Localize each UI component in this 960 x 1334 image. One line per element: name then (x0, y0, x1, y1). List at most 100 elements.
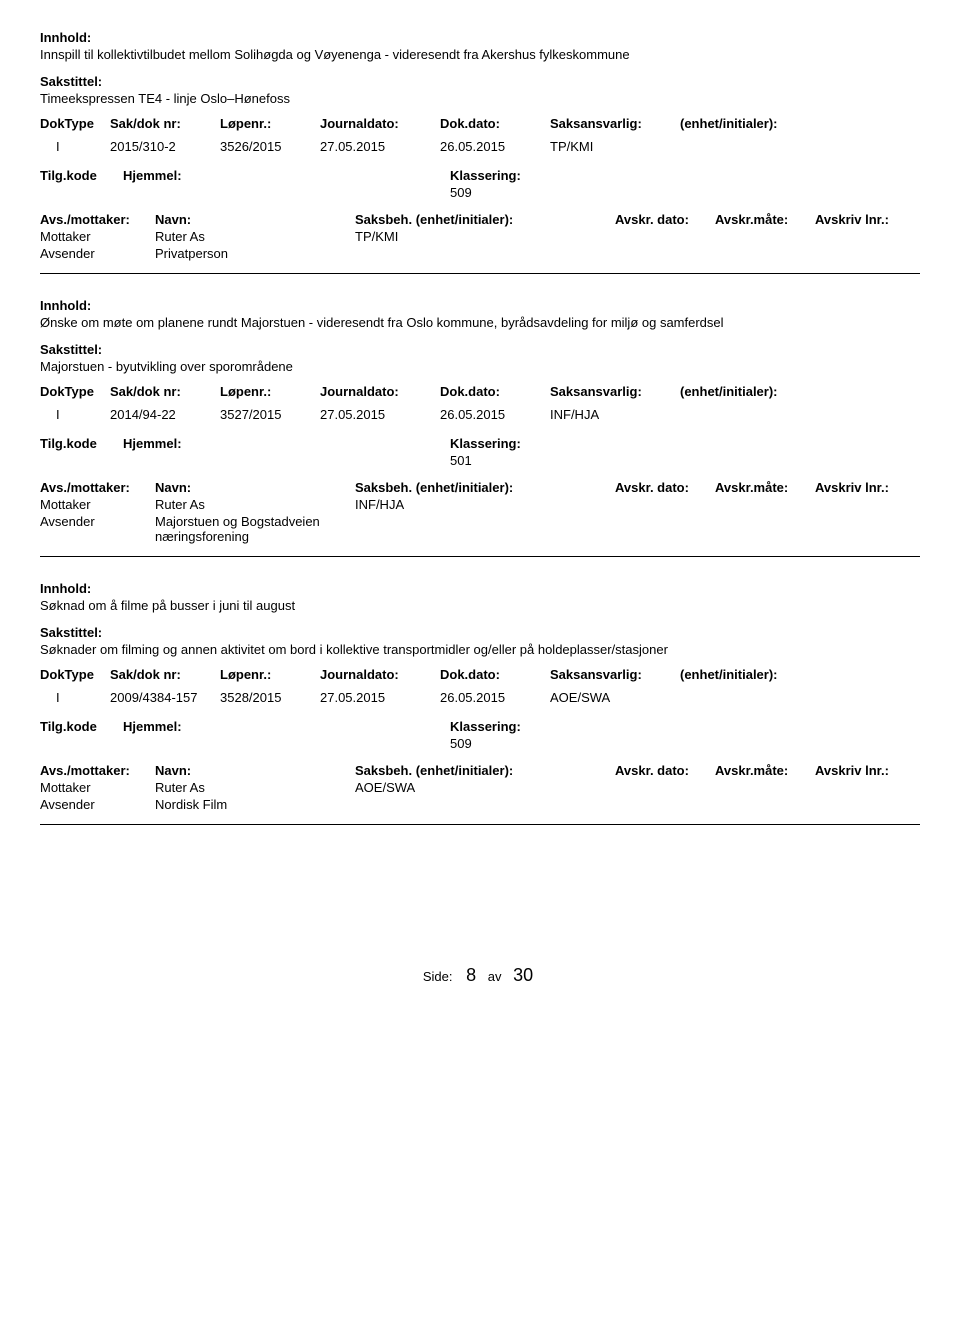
journaldato-header: Journaldato: (320, 116, 440, 131)
klassering-value: 509 (450, 185, 920, 200)
mottaker-name: Ruter As (155, 497, 355, 512)
doktype-header: DokType (40, 384, 110, 399)
innhold-text: Ønske om møte om planene rundt Majorstue… (40, 315, 920, 332)
avsender-row: Avsender Nordisk Film (40, 797, 920, 812)
saksansvarlig-value: INF/HJA (550, 407, 680, 422)
sakstittel-text: Majorstuen - byutvikling over sporområde… (40, 359, 920, 374)
dokdato-value: 26.05.2015 (440, 139, 550, 154)
avskrdato-label: Avskr. dato: (615, 480, 715, 495)
tilgkode-row: Tilg.kode Hjemmel: Klassering: (40, 719, 920, 734)
doktype-header: DokType (40, 116, 110, 131)
tilgkode-label: Tilg.kode (40, 168, 123, 183)
avsender-name: Privatperson (155, 246, 355, 261)
mottaker-label: Mottaker (40, 780, 155, 795)
avskrmate-label: Avskr.måte: (715, 480, 815, 495)
sakstittel-label: Sakstittel: (40, 342, 920, 357)
enhet-header: (enhet/initialer): (680, 667, 830, 682)
lopenr-header: Løpenr.: (220, 384, 320, 399)
saknr-value: 2014/94-22 (110, 407, 220, 422)
page-footer: Side: 8 av 30 (40, 965, 920, 986)
journal-record: Innhold: Ønske om møte om planene rundt … (40, 298, 920, 557)
navn-label: Navn: (155, 480, 355, 495)
avskrmate-label: Avskr.måte: (715, 212, 815, 227)
hjemmel-label: Hjemmel: (123, 436, 450, 451)
navn-label: Navn: (155, 212, 355, 227)
page-number: 8 (466, 965, 476, 985)
innhold-label: Innhold: (40, 30, 920, 45)
meta-value-row: I 2015/310-2 3526/2015 27.05.2015 26.05.… (40, 139, 920, 154)
lopenr-header: Løpenr.: (220, 667, 320, 682)
doktype-value: I (40, 690, 110, 705)
meta-header-row: DokType Sak/dok nr: Løpenr.: Journaldato… (40, 384, 920, 399)
doktype-value: I (40, 139, 110, 154)
mottaker-label: Mottaker (40, 229, 155, 244)
mottaker-row: Mottaker Ruter As INF/HJA (40, 497, 920, 512)
saksbeh-label: Saksbeh. (enhet/initialer): (355, 480, 615, 495)
mottaker-name: Ruter As (155, 780, 355, 795)
saksansvarlig-header: Saksansvarlig: (550, 116, 680, 131)
mottaker-saksbeh: INF/HJA (355, 497, 615, 512)
sakstittel-label: Sakstittel: (40, 74, 920, 89)
avsender-label: Avsender (40, 246, 155, 261)
avskrmate-label: Avskr.måte: (715, 763, 815, 778)
enhet-value (680, 139, 830, 154)
side-label: Side: (423, 969, 453, 984)
enhet-header: (enhet/initialer): (680, 116, 830, 131)
innhold-text: Innspill til kollektivtilbudet mellom So… (40, 47, 920, 64)
klassering-value: 501 (450, 453, 920, 468)
dokdato-value: 26.05.2015 (440, 407, 550, 422)
mottaker-label: Mottaker (40, 497, 155, 512)
innhold-label: Innhold: (40, 298, 920, 313)
innhold-label: Innhold: (40, 581, 920, 596)
saksansvarlig-header: Saksansvarlig: (550, 384, 680, 399)
saksansvarlig-header: Saksansvarlig: (550, 667, 680, 682)
saksbeh-label: Saksbeh. (enhet/initialer): (355, 763, 615, 778)
avs-mottaker-label: Avs./mottaker: (40, 480, 155, 495)
klassering-label: Klassering: (450, 719, 600, 734)
klassering-value: 509 (450, 736, 920, 751)
innhold-text: Søknad om å filme på busser i juni til a… (40, 598, 920, 615)
record-divider (40, 273, 920, 274)
mottaker-row: Mottaker Ruter As TP/KMI (40, 229, 920, 244)
sakstittel-text: Søknader om filming og annen aktivitet o… (40, 642, 920, 657)
avsender-row: Avsender Privatperson (40, 246, 920, 261)
journaldato-value: 27.05.2015 (320, 139, 440, 154)
saknr-header: Sak/dok nr: (110, 116, 220, 131)
enhet-header: (enhet/initialer): (680, 384, 830, 399)
sakstittel-text: Timeekspressen TE4 - linje Oslo–Hønefoss (40, 91, 920, 106)
klassering-label: Klassering: (450, 436, 600, 451)
meta-value-row: I 2009/4384-157 3528/2015 27.05.2015 26.… (40, 690, 920, 705)
saksbeh-label: Saksbeh. (enhet/initialer): (355, 212, 615, 227)
total-pages: 30 (513, 965, 533, 985)
hjemmel-label: Hjemmel: (123, 168, 450, 183)
meta-header-row: DokType Sak/dok nr: Løpenr.: Journaldato… (40, 116, 920, 131)
meta-value-row: I 2014/94-22 3527/2015 27.05.2015 26.05.… (40, 407, 920, 422)
avskrivlnr-label: Avskriv lnr.: (815, 212, 915, 227)
lopenr-header: Løpenr.: (220, 116, 320, 131)
klassering-label: Klassering: (450, 168, 600, 183)
tilgkode-row: Tilg.kode Hjemmel: Klassering: (40, 168, 920, 183)
journaldato-header: Journaldato: (320, 667, 440, 682)
meta-header-row: DokType Sak/dok nr: Løpenr.: Journaldato… (40, 667, 920, 682)
doktype-header: DokType (40, 667, 110, 682)
tilgkode-label: Tilg.kode (40, 719, 123, 734)
av-label: av (488, 969, 502, 984)
lopenr-value: 3527/2015 (220, 407, 320, 422)
avskrivlnr-label: Avskriv lnr.: (815, 763, 915, 778)
saksansvarlig-value: TP/KMI (550, 139, 680, 154)
dokdato-header: Dok.dato: (440, 384, 550, 399)
dokdato-value: 26.05.2015 (440, 690, 550, 705)
navn-label: Navn: (155, 763, 355, 778)
avsender-name: Nordisk Film (155, 797, 355, 812)
journal-record: Innhold: Innspill til kollektivtilbudet … (40, 30, 920, 274)
saknr-value: 2009/4384-157 (110, 690, 220, 705)
party-header-row: Avs./mottaker: Navn: Saksbeh. (enhet/ini… (40, 480, 920, 495)
mottaker-row: Mottaker Ruter As AOE/SWA (40, 780, 920, 795)
journaldato-value: 27.05.2015 (320, 690, 440, 705)
saknr-value: 2015/310-2 (110, 139, 220, 154)
tilgkode-row: Tilg.kode Hjemmel: Klassering: (40, 436, 920, 451)
avskrivlnr-label: Avskriv lnr.: (815, 480, 915, 495)
avsender-label: Avsender (40, 514, 155, 544)
lopenr-value: 3526/2015 (220, 139, 320, 154)
doktype-value: I (40, 407, 110, 422)
